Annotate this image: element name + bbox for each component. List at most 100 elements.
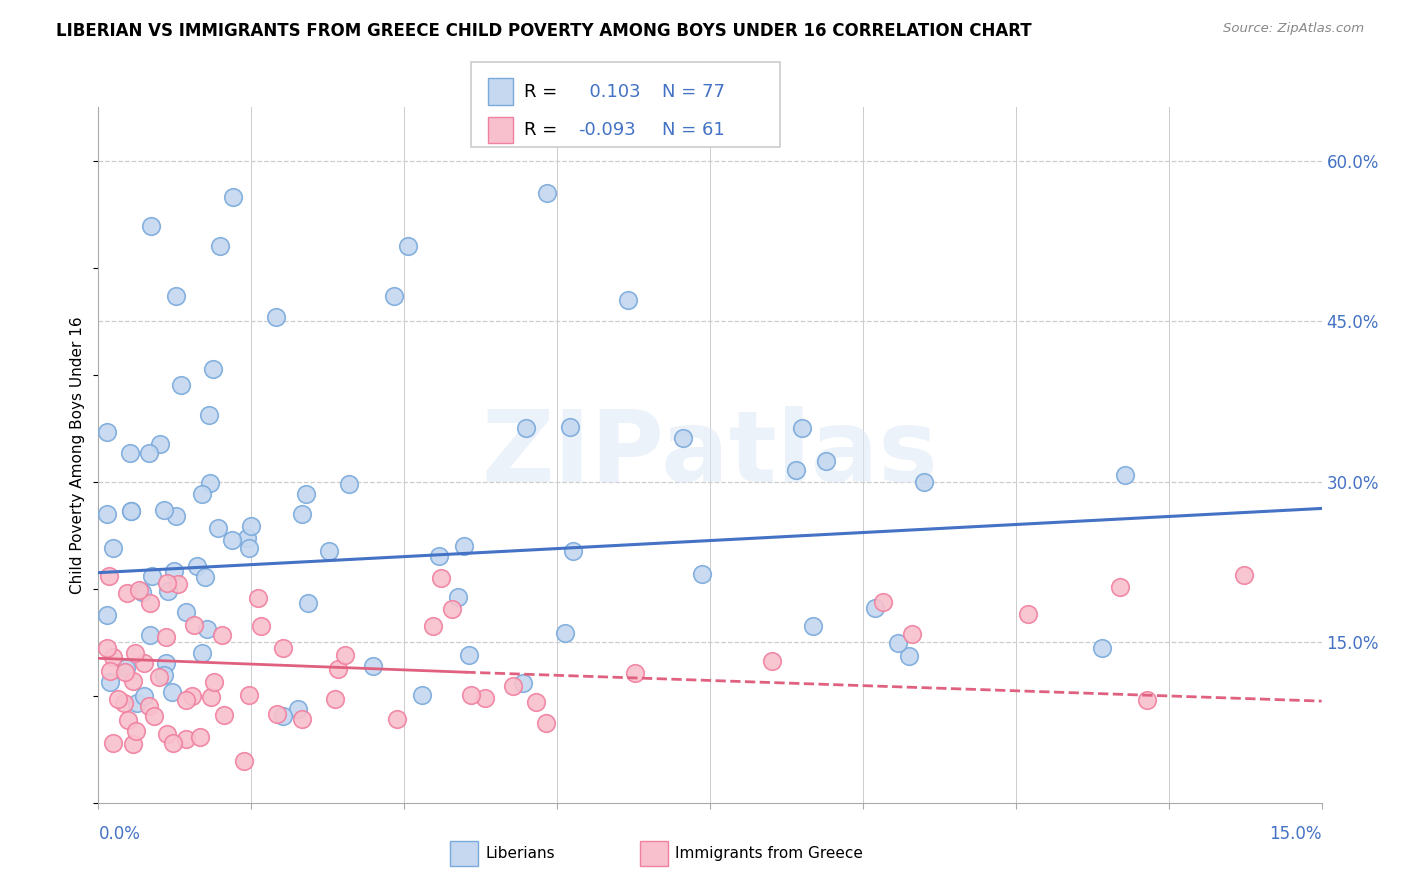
Point	[872, 595, 894, 609]
Point	[188, 731, 211, 745]
Point	[202, 674, 225, 689]
Point	[132, 689, 155, 703]
Point	[427, 549, 450, 563]
Point	[162, 685, 184, 699]
Point	[114, 661, 136, 675]
Point	[198, 409, 221, 423]
Point	[124, 646, 146, 660]
Point	[174, 731, 197, 746]
Point	[141, 569, 163, 583]
Point	[222, 189, 245, 203]
Point	[1114, 468, 1136, 483]
Point	[411, 688, 433, 702]
Point	[194, 570, 217, 584]
Point	[536, 186, 558, 200]
Point	[152, 668, 174, 682]
Point	[474, 691, 496, 706]
Point	[163, 564, 186, 578]
Point	[138, 446, 160, 460]
Y-axis label: Child Poverty Among Boys Under 16: Child Poverty Among Boys Under 16	[70, 316, 86, 594]
Point	[440, 602, 463, 616]
Point	[502, 679, 524, 693]
Point	[165, 508, 187, 523]
Point	[125, 723, 148, 738]
Point	[887, 636, 910, 650]
Point	[211, 628, 233, 642]
Point	[174, 606, 197, 620]
Point	[98, 675, 121, 690]
Point	[112, 697, 135, 711]
Point	[460, 688, 482, 702]
Point	[266, 707, 288, 722]
Point	[122, 737, 145, 751]
Point	[337, 477, 360, 491]
Point	[156, 576, 179, 591]
Point	[186, 558, 208, 573]
Point	[96, 508, 118, 522]
Point	[118, 446, 141, 460]
Point	[897, 648, 920, 663]
Point	[155, 656, 177, 670]
Point	[167, 577, 190, 591]
Point	[232, 754, 254, 768]
Point	[246, 591, 269, 605]
Text: Liberians: Liberians	[485, 847, 555, 861]
Point	[117, 713, 139, 727]
Point	[156, 583, 179, 598]
Point	[914, 475, 936, 489]
Point	[96, 640, 118, 655]
Point	[271, 709, 294, 723]
Point	[115, 585, 138, 599]
Point	[297, 596, 319, 610]
Point	[142, 708, 165, 723]
Point	[141, 219, 163, 233]
Point	[235, 531, 257, 545]
Point	[149, 437, 172, 451]
Point	[692, 566, 714, 581]
Point	[240, 519, 263, 533]
Point	[562, 544, 585, 558]
Point	[422, 618, 444, 632]
Point	[271, 640, 294, 655]
Point	[361, 659, 384, 673]
Point	[174, 693, 197, 707]
Text: 15.0%: 15.0%	[1270, 825, 1322, 843]
Point	[148, 670, 170, 684]
Point	[162, 736, 184, 750]
Point	[121, 673, 143, 688]
Point	[183, 618, 205, 632]
Point	[153, 503, 176, 517]
Text: Immigrants from Greece: Immigrants from Greece	[675, 847, 863, 861]
Text: 0.103: 0.103	[578, 83, 641, 101]
Point	[128, 582, 150, 597]
Point	[1109, 580, 1132, 594]
Text: N = 61: N = 61	[662, 121, 725, 139]
Point	[131, 585, 153, 599]
Point	[1017, 607, 1039, 621]
Point	[623, 666, 645, 681]
Point	[328, 662, 350, 676]
Point	[512, 675, 534, 690]
Point	[238, 541, 260, 556]
Point	[96, 425, 118, 440]
Point	[107, 691, 129, 706]
Point	[287, 701, 309, 715]
Point	[554, 625, 576, 640]
Point	[250, 618, 273, 632]
Text: N = 77: N = 77	[662, 83, 725, 101]
Point	[200, 690, 222, 704]
Point	[558, 419, 581, 434]
Text: Source: ZipAtlas.com: Source: ZipAtlas.com	[1223, 22, 1364, 36]
Point	[138, 699, 160, 714]
Point	[195, 622, 218, 636]
Text: 0.0%: 0.0%	[98, 825, 141, 843]
Point	[396, 239, 419, 253]
Point	[291, 712, 314, 726]
Point	[138, 628, 160, 642]
Point	[526, 695, 548, 709]
Point	[801, 619, 824, 633]
Point	[515, 421, 537, 435]
Point	[790, 420, 813, 434]
Point	[290, 507, 312, 521]
Text: -0.093: -0.093	[578, 121, 636, 139]
